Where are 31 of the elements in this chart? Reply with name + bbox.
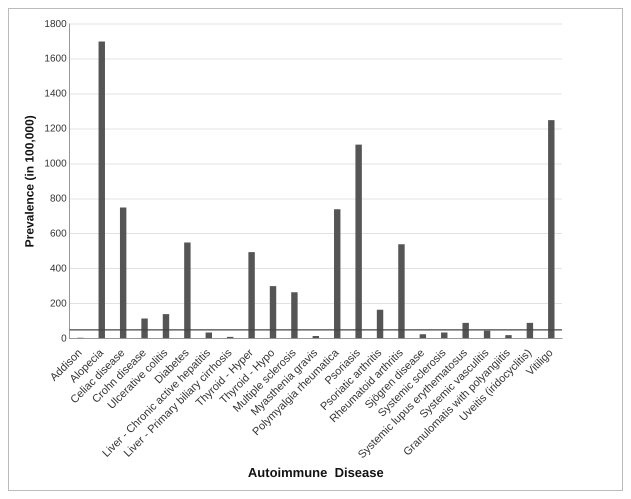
bar bbox=[206, 332, 212, 338]
bar bbox=[291, 292, 298, 338]
bar bbox=[462, 322, 469, 338]
y-tick-label: 1800 bbox=[44, 18, 68, 30]
bar bbox=[120, 208, 126, 338]
y-tick-label: 800 bbox=[50, 194, 68, 205]
y-tick-label: 1600 bbox=[44, 54, 68, 65]
bar bbox=[248, 252, 255, 338]
bar bbox=[98, 41, 105, 338]
y-tick-label: 1000 bbox=[44, 158, 68, 170]
bar bbox=[334, 209, 340, 338]
bar bbox=[270, 286, 276, 338]
bar bbox=[398, 244, 405, 338]
bar bbox=[184, 242, 191, 338]
bar bbox=[484, 330, 490, 338]
y-axis-title: Prevalence (in 100,000) bbox=[22, 115, 37, 248]
y-tick-label: 1400 bbox=[44, 88, 68, 100]
bar bbox=[355, 144, 362, 338]
bar bbox=[420, 334, 426, 338]
x-axis-title: Autoimmune Disease bbox=[248, 464, 384, 480]
y-tick-label: 200 bbox=[50, 298, 68, 310]
bar bbox=[441, 332, 448, 338]
bar bbox=[548, 120, 555, 338]
y-tick-label: 0 bbox=[61, 333, 68, 344]
bar bbox=[505, 335, 512, 338]
bar bbox=[376, 310, 384, 338]
y-tick-label: 400 bbox=[50, 263, 68, 274]
y-tick-label: 600 bbox=[50, 228, 68, 240]
bar bbox=[312, 336, 320, 338]
bar bbox=[526, 322, 534, 338]
y-tick-label: 1200 bbox=[44, 124, 68, 135]
